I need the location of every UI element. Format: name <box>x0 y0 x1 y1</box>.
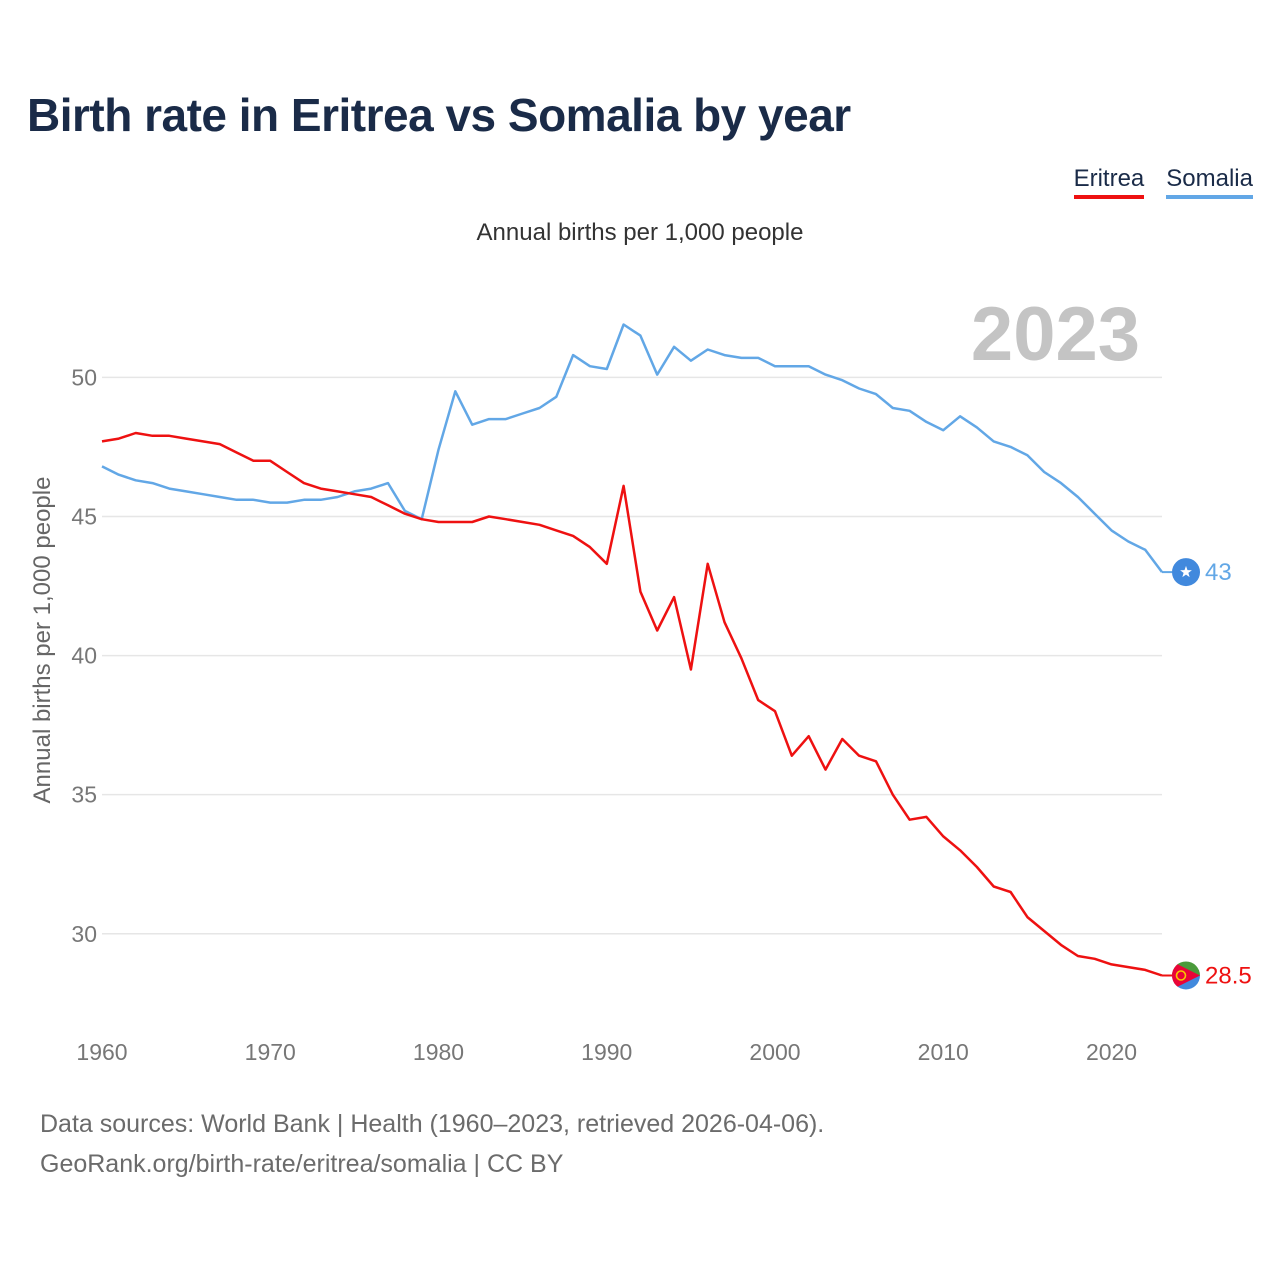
y-axis-label: Annual births per 1,000 people <box>29 477 56 804</box>
y-tick-label: 45 <box>71 503 97 529</box>
legend: Eritrea Somalia <box>1073 165 1253 199</box>
series-line-eritrea <box>101 431 1163 977</box>
x-tick-label: 2020 <box>1086 1039 1137 1065</box>
x-tick-label: 2000 <box>749 1039 800 1065</box>
x-tick-label: 1990 <box>581 1039 632 1065</box>
x-tick-labels: 1960 1970 1980 1990 2000 2010 2020 <box>76 1039 1137 1065</box>
legend-item-eritrea[interactable]: Eritrea <box>1073 165 1145 199</box>
x-tick-label: 1970 <box>245 1039 296 1065</box>
x-tick-label: 2010 <box>918 1039 969 1065</box>
y-tick-label: 35 <box>71 782 97 808</box>
olive-wreath-icon <box>1175 970 1187 981</box>
legend-item-somalia[interactable]: Somalia <box>1166 165 1253 199</box>
footer: Data sources: World Bank | Health (1960–… <box>40 1104 824 1184</box>
y-tick-label: 30 <box>71 921 97 947</box>
series-line-somalia <box>101 323 1163 573</box>
chart-title: Birth rate in Eritrea vs Somalia by year <box>27 89 851 141</box>
end-value-label-somalia: 43 <box>1205 559 1232 586</box>
eritrea-flag-icon <box>1172 961 1200 990</box>
end-value-label-eritrea: 28.5 <box>1205 962 1252 989</box>
series-lines <box>101 323 1172 977</box>
y-tick-labels: 30 35 40 45 50 <box>71 364 97 946</box>
grid-lines <box>102 376 1162 935</box>
end-markers <box>1172 558 1200 990</box>
somalia-flag-icon <box>1172 558 1200 587</box>
year-watermark: 2023 <box>971 292 1140 377</box>
x-tick-label: 1980 <box>413 1039 464 1065</box>
source-url-text: GeoRank.org/birth-rate/eritrea/somalia |… <box>40 1150 564 1178</box>
end-value-labels: 43 28.5 <box>1205 559 1252 989</box>
y-tick-label: 50 <box>71 364 97 390</box>
star-icon <box>1180 565 1192 578</box>
line-chart: Annual births per 1,000 people 2023 Annu… <box>29 219 1252 1065</box>
y-tick-label: 40 <box>71 643 97 669</box>
data-source-text: Data sources: World Bank | Health (1960–… <box>40 1110 825 1138</box>
x-tick-label: 1960 <box>76 1039 127 1065</box>
chart-subtitle: Annual births per 1,000 people <box>477 219 804 246</box>
